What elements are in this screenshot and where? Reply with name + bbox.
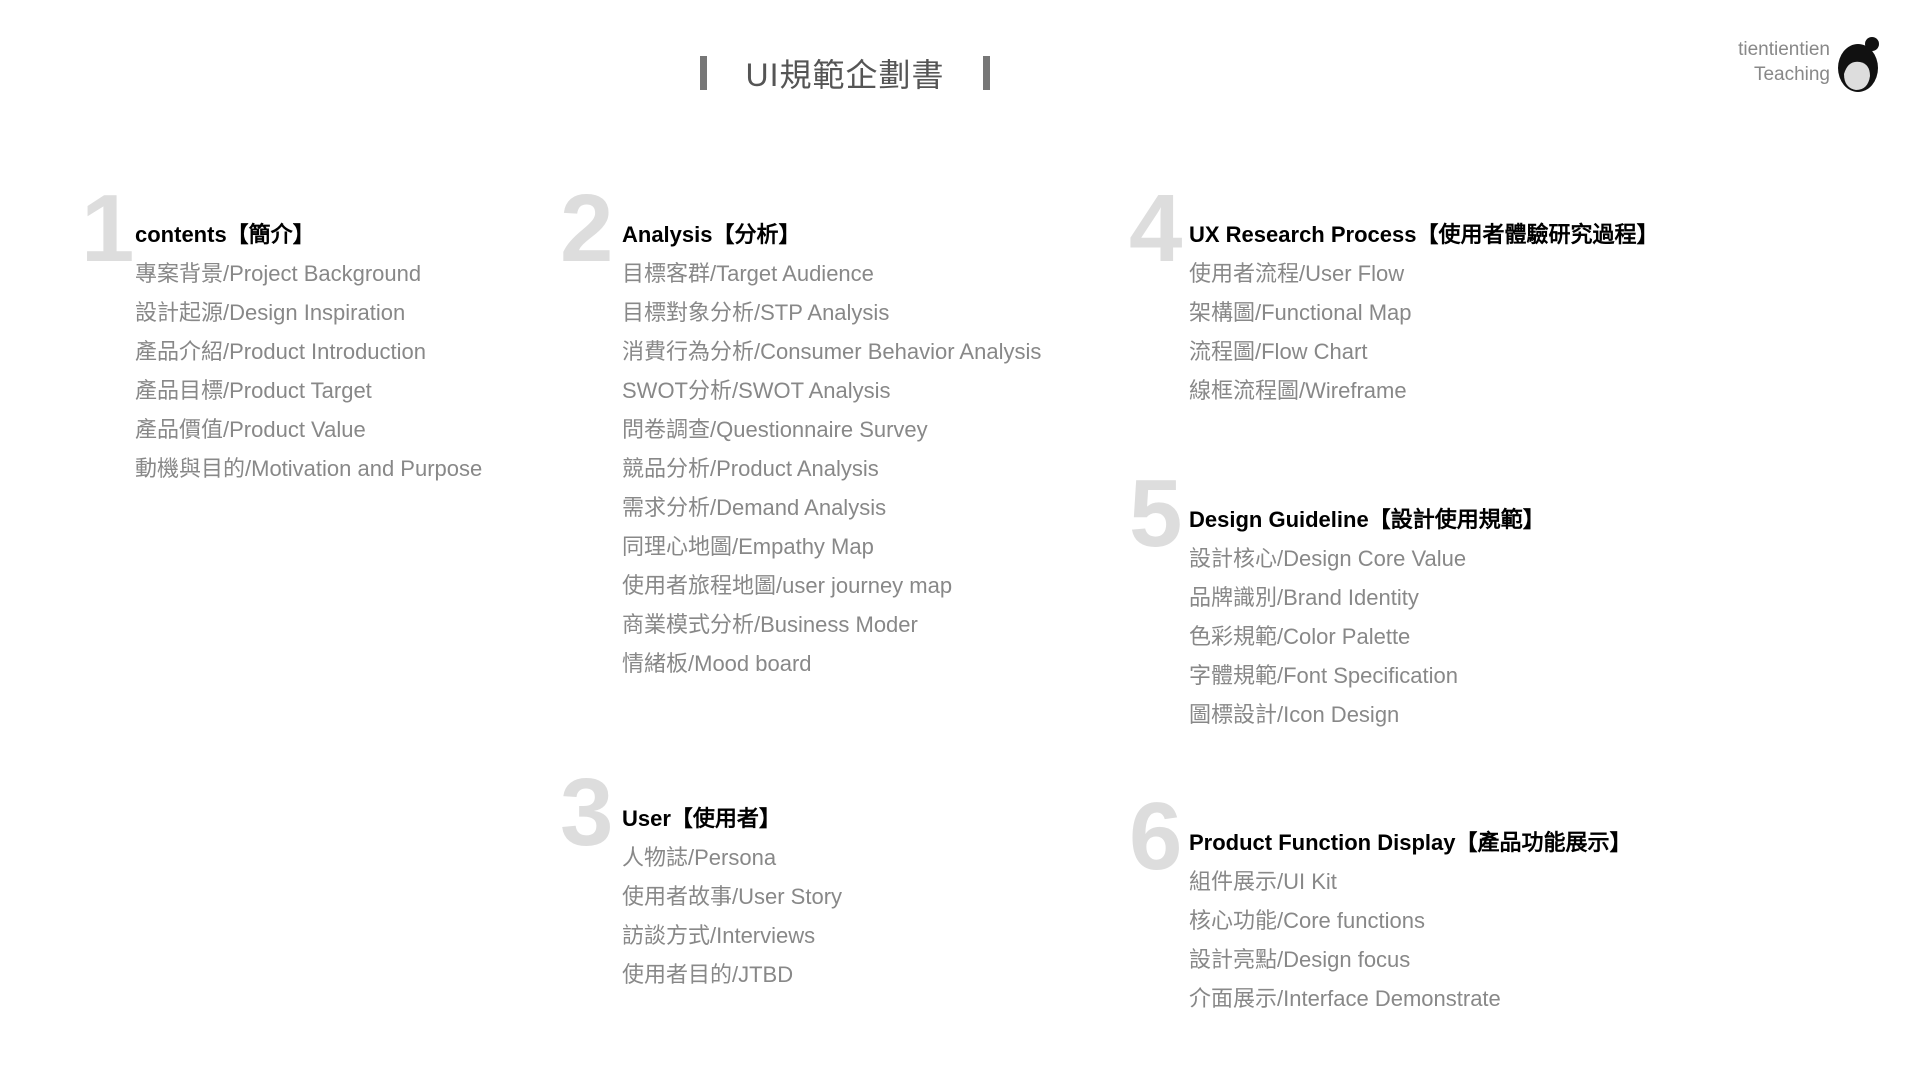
list-item: 線框流程圖/Wireframe (1189, 378, 1407, 403)
title-bar: UI規範企劃書 (700, 50, 990, 96)
list-item: 消費行為分析/Consumer Behavior Analysis (622, 339, 1042, 364)
list-item: 情緒板/Mood board (622, 651, 812, 676)
section-3: 3 User【使用者】 人物誌/Persona 使用者故事/User Story 訪談方… (560, 765, 843, 994)
section-4: 4 UX Research Process【使用者體驗研究過程】 使用者流程/Use… (1129, 181, 1659, 410)
logo-line1: tientientien (1738, 39, 1830, 60)
list-item: 設計核心/Design Core Value (1189, 546, 1467, 571)
section-number: 5 (1129, 460, 1183, 567)
list-item: 品牌識別/Brand Identity (1189, 585, 1419, 610)
section-5: 5 Design Guideline【設計使用規範】 設計核心/Design Cor… (1129, 466, 1545, 734)
page-title: UI規範企劃書 (745, 57, 945, 93)
list-item: 設計起源/Design Inspiration (135, 300, 406, 325)
list-item: 組件展示/UI Kit (1189, 869, 1337, 894)
section-number: 3 (560, 759, 614, 866)
list-item: 人物誌/Persona (622, 845, 777, 870)
section-number: 1 (81, 175, 135, 282)
list-item: 需求分析/Demand Analysis (622, 495, 887, 520)
section-heading: contents【簡介】 (135, 222, 315, 247)
section-heading: User【使用者】 (622, 806, 781, 831)
section-heading: Design Guideline【設計使用規範】 (1189, 507, 1545, 532)
list-item: 產品價值/Product Value (135, 417, 366, 442)
list-item: 訪談方式/Interviews (622, 923, 816, 948)
list-item: 產品介紹/Product Introduction (135, 339, 427, 364)
list-item: 使用者故事/User Story (622, 884, 843, 909)
list-item: 使用者目的/JTBD (622, 962, 794, 987)
section-heading: Product Function Display【產品功能展示】 (1189, 830, 1632, 855)
list-item: 色彩規範/Color Palette (1189, 624, 1411, 649)
section-6: 6 Product Function Display【產品功能展示】 組件展示/UI… (1129, 789, 1632, 1018)
list-item: 動機與目的/Motivation and Purpose (135, 456, 483, 481)
section-heading: UX Research Process【使用者體驗研究過程】 (1189, 222, 1659, 247)
list-item: 目標客群/Target Audience (622, 261, 874, 286)
title-left-bar (700, 56, 707, 90)
list-item: 架構圖/Functional Map (1189, 300, 1412, 325)
logo: tientientien Teaching (1718, 34, 1888, 96)
section-1: 1 contents【簡介】 專案背景/Project Background 設計起源… (81, 181, 483, 488)
list-item: 介面展示/Interface Demonstrate (1189, 986, 1501, 1011)
section-2: 2 Analysis【分析】 目標客群/Target Audience 目標對象分析/… (560, 181, 1042, 683)
list-item: 同理心地圖/Empathy Map (622, 534, 874, 559)
list-item: 核心功能/Core functions (1189, 908, 1425, 933)
list-item: 設計亮點/Design focus (1189, 947, 1411, 972)
list-item: 產品目標/Product Target (135, 378, 372, 403)
list-item: 使用者旅程地圖/user journey map (622, 573, 953, 598)
section-number: 2 (560, 175, 614, 282)
section-heading: Analysis【分析】 (622, 222, 801, 247)
section-number: 6 (1129, 783, 1183, 890)
list-item: 商業模式分析/Business Moder (622, 612, 918, 637)
list-item: 圖標設計/Icon Design (1189, 702, 1400, 727)
list-item: 競品分析/Product Analysis (622, 456, 879, 481)
list-item: 專案背景/Project Background (135, 261, 422, 286)
section-number: 4 (1129, 175, 1183, 282)
list-item: 使用者流程/User Flow (1189, 261, 1405, 286)
list-item: 問卷調查/Questionnaire Survey (622, 417, 928, 442)
logo-head-icon (1838, 37, 1879, 92)
list-item: SWOT分析/SWOT Analysis (622, 378, 891, 403)
logo-line2: Teaching (1753, 64, 1830, 85)
list-item: 流程圖/Flow Chart (1189, 339, 1368, 364)
title-right-bar (982, 56, 990, 90)
list-item: 字體規範/Font Specification (1189, 663, 1458, 688)
list-item: 目標對象分析/STP Analysis (622, 300, 890, 325)
